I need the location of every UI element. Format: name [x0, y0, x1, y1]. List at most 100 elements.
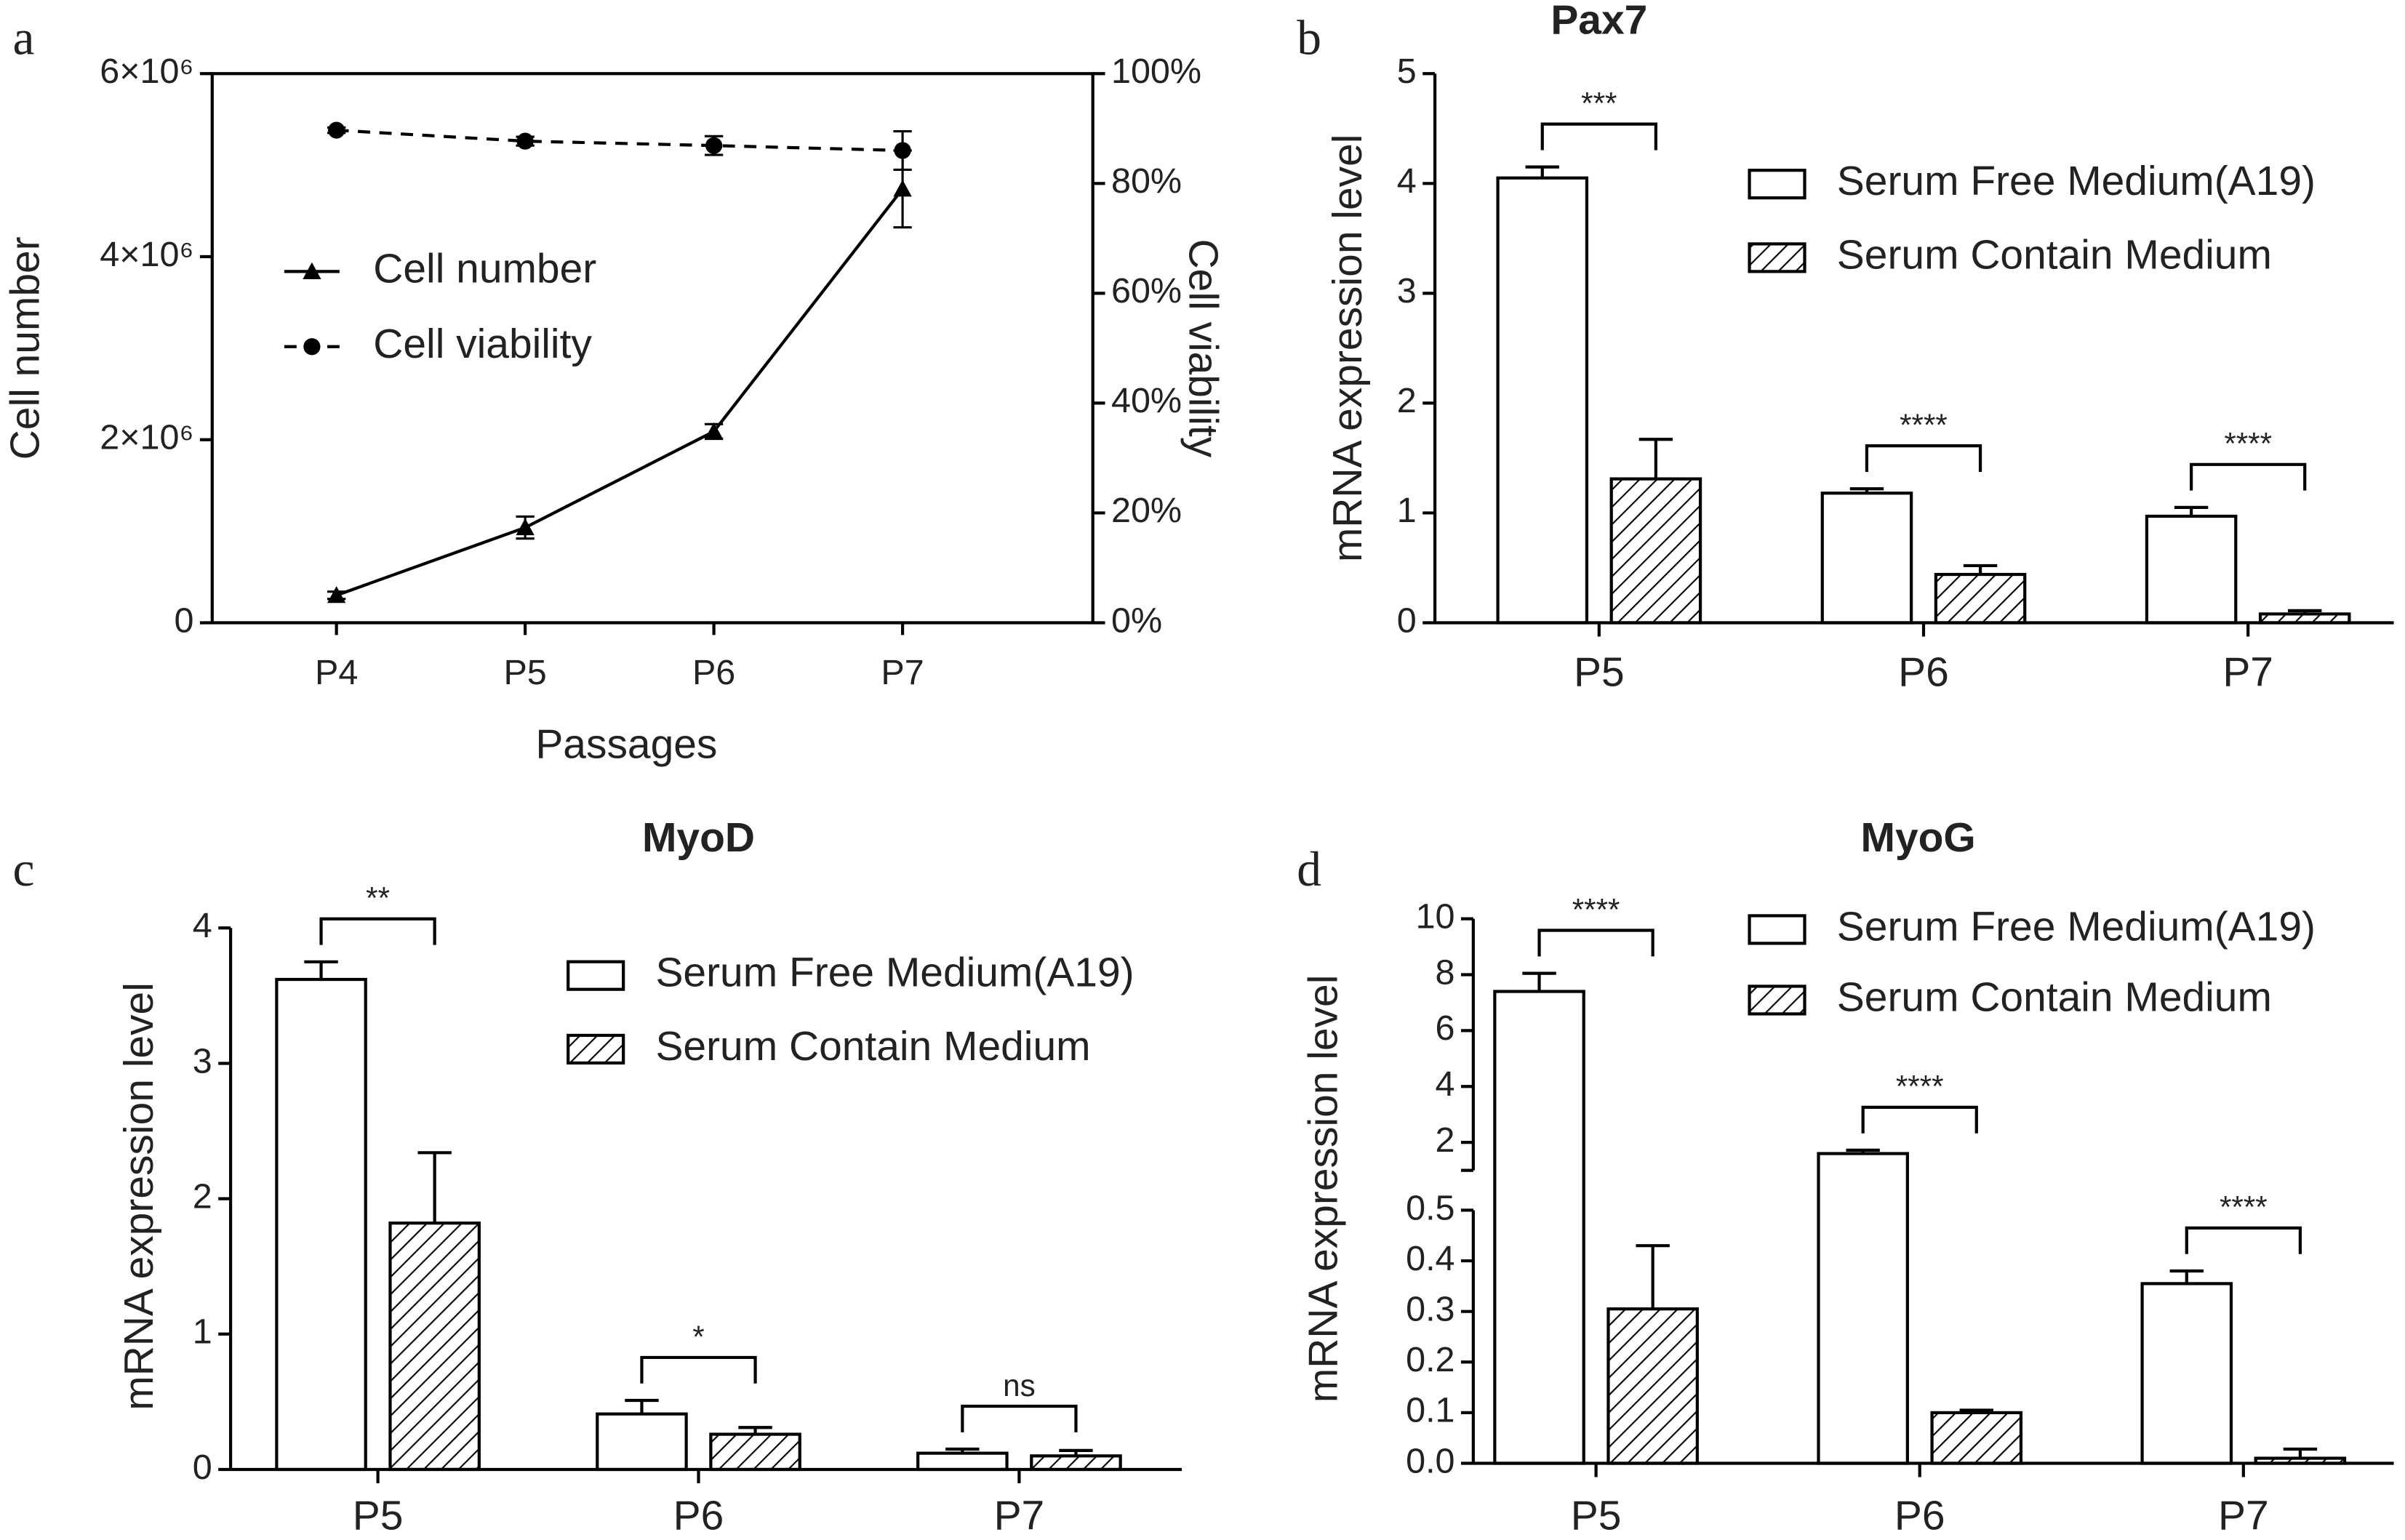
bar	[709, 1432, 801, 1472]
y-tick-label: 6	[1436, 1008, 1455, 1048]
significance-label: ****	[2224, 427, 2272, 461]
marker	[303, 338, 321, 356]
y-tick-label: 2	[193, 1176, 212, 1216]
marker	[894, 142, 911, 159]
y2-axis-label: Cell viability	[1180, 239, 1226, 458]
significance-bracket	[1537, 929, 1654, 957]
y-tick-label: 1	[193, 1312, 212, 1352]
x-tick-label: P7	[2222, 649, 2273, 695]
x-tick-label: P5	[1574, 649, 1625, 695]
panel-letter: a	[13, 11, 35, 65]
y2-tick-label: 40%	[1111, 381, 1182, 420]
legend-swatch	[1748, 914, 1806, 945]
x-tick-label: P7	[881, 653, 924, 692]
significance-label: **	[366, 881, 390, 915]
bar	[1606, 1307, 1699, 1465]
marker	[516, 132, 534, 150]
y-tick-label: 10	[1416, 897, 1455, 936]
data-line	[336, 128, 903, 153]
significance-bracket	[1865, 444, 1982, 473]
significance-bracket	[2190, 462, 2307, 491]
chart-title: MyoG	[1861, 814, 1976, 861]
x-tick-label: P7	[2218, 1493, 2269, 1539]
y-axis-label: mRNA expression level	[1300, 975, 1346, 1403]
bar	[1817, 1152, 1909, 1465]
legend-label: Serum Free Medium(A19)	[655, 950, 1134, 996]
y-axis-label: mRNA expression level	[116, 982, 162, 1411]
marker	[327, 586, 346, 603]
y-tick-label: 0.5	[1406, 1188, 1454, 1227]
significance-bracket	[640, 1355, 757, 1384]
y2-tick-label: 100%	[1111, 52, 1201, 91]
y-tick-label: 4×10⁶	[100, 235, 193, 274]
bar	[1820, 492, 1913, 625]
y-tick-label: 0	[174, 601, 193, 640]
x-tick-label: P6	[1898, 649, 1949, 695]
legend-swatch	[1748, 169, 1806, 200]
y-tick-label: 3	[193, 1041, 212, 1080]
y-tick-label: 0	[1397, 601, 1417, 640]
panel-letter: b	[1297, 11, 1321, 65]
significance-bracket	[319, 917, 436, 945]
marker	[328, 121, 345, 139]
legend-swatch	[567, 1033, 625, 1065]
y-tick-label: 0.1	[1406, 1391, 1454, 1430]
marker	[704, 422, 724, 439]
y-tick-label: 0.4	[1406, 1239, 1454, 1278]
marker	[893, 180, 912, 197]
significance-label: ****	[2220, 1190, 2268, 1224]
y-tick-label: 0.3	[1406, 1289, 1454, 1328]
data-line	[335, 188, 904, 597]
significance-label: *	[692, 1320, 704, 1354]
bar	[1930, 1411, 2023, 1465]
y2-tick-label: 80%	[1111, 161, 1182, 201]
x-tick-label: P5	[1571, 1493, 1622, 1539]
x-tick-label: P6	[673, 1493, 724, 1539]
bar	[1030, 1454, 1122, 1472]
panel-letter: c	[13, 842, 35, 897]
significance-label: ns	[1003, 1368, 1036, 1403]
y2-tick-label: 0%	[1111, 601, 1162, 640]
chart-title: Pax7	[1550, 0, 1647, 44]
x-tick-label: P5	[353, 1493, 404, 1539]
panel-letter: d	[1297, 842, 1321, 897]
bar	[2145, 514, 2238, 625]
legend-swatch	[567, 960, 625, 991]
significance-bracket	[1540, 122, 1657, 151]
y-axis-label: Cell number	[2, 236, 49, 460]
legend-label: Serum Contain Medium	[1837, 231, 2272, 278]
bar	[1493, 990, 1585, 1465]
bar	[2140, 1282, 2233, 1465]
y-tick-label: 2	[1397, 381, 1417, 420]
bar	[1496, 176, 1589, 625]
bar	[1934, 572, 2027, 625]
chart-title: MyoD	[642, 814, 755, 861]
y-tick-label: 1	[1397, 491, 1417, 530]
x-axis-label: Passages	[535, 721, 717, 767]
x-tick-label: P6	[692, 653, 735, 692]
x-tick-label: P5	[503, 653, 546, 692]
significance-label: ***	[1581, 86, 1617, 120]
significance-label: ****	[1896, 1070, 1944, 1104]
bar	[596, 1412, 688, 1472]
legend-label: Serum Free Medium(A19)	[1837, 903, 2316, 950]
y-tick-label: 4	[1397, 161, 1417, 201]
significance-bracket	[2185, 1226, 2302, 1254]
y2-tick-label: 20%	[1111, 491, 1182, 530]
legend-label: Serum Free Medium(A19)	[1837, 158, 2316, 204]
legend-label: Cell viability	[373, 321, 592, 367]
y-tick-label: 3	[1397, 271, 1417, 310]
bar	[388, 1222, 481, 1472]
bar	[1609, 477, 1702, 625]
y-axis-label: mRNA expression level	[1324, 135, 1371, 563]
legend-label: Serum Contain Medium	[1837, 974, 2272, 1020]
y-tick-label: 4	[1436, 1064, 1455, 1104]
y-tick-label: 5	[1397, 52, 1417, 91]
legend-swatch	[1748, 984, 1806, 1016]
y-tick-label: 0.0	[1406, 1441, 1454, 1480]
y-tick-label: 6×10⁶	[100, 52, 193, 91]
significance-bracket	[961, 1404, 1078, 1432]
x-tick-label: P7	[994, 1493, 1045, 1539]
marker	[303, 262, 321, 279]
